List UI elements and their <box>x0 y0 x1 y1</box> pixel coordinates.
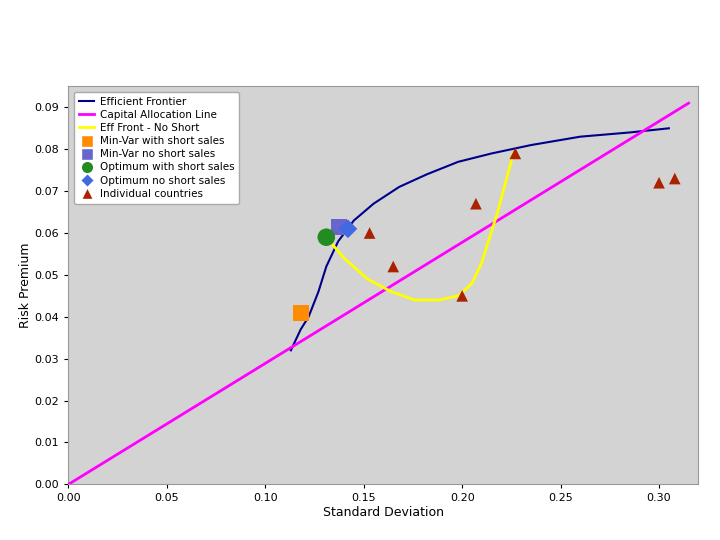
Point <box>456 292 468 300</box>
X-axis label: Standard Deviation: Standard Deviation <box>323 506 444 519</box>
Y-axis label: Risk Premium: Risk Premium <box>19 242 32 328</box>
Point <box>320 233 332 241</box>
Point <box>333 222 345 231</box>
Text: Figure 6.11 Efficient Frontiers/CAL: Table 6.1: Figure 6.11 Efficient Frontiers/CAL: Tab… <box>13 32 541 52</box>
Point <box>510 149 521 158</box>
Point <box>669 174 680 183</box>
Point <box>295 308 307 317</box>
Point <box>387 262 399 271</box>
Point <box>364 229 375 238</box>
Point <box>653 178 665 187</box>
Point <box>470 199 482 208</box>
Text: 6-29: 6-29 <box>667 522 695 535</box>
Point <box>342 225 354 233</box>
Legend: Efficient Frontier, Capital Allocation Line, Eff Front - No Short, Min-Var with : Efficient Frontier, Capital Allocation L… <box>73 92 240 204</box>
